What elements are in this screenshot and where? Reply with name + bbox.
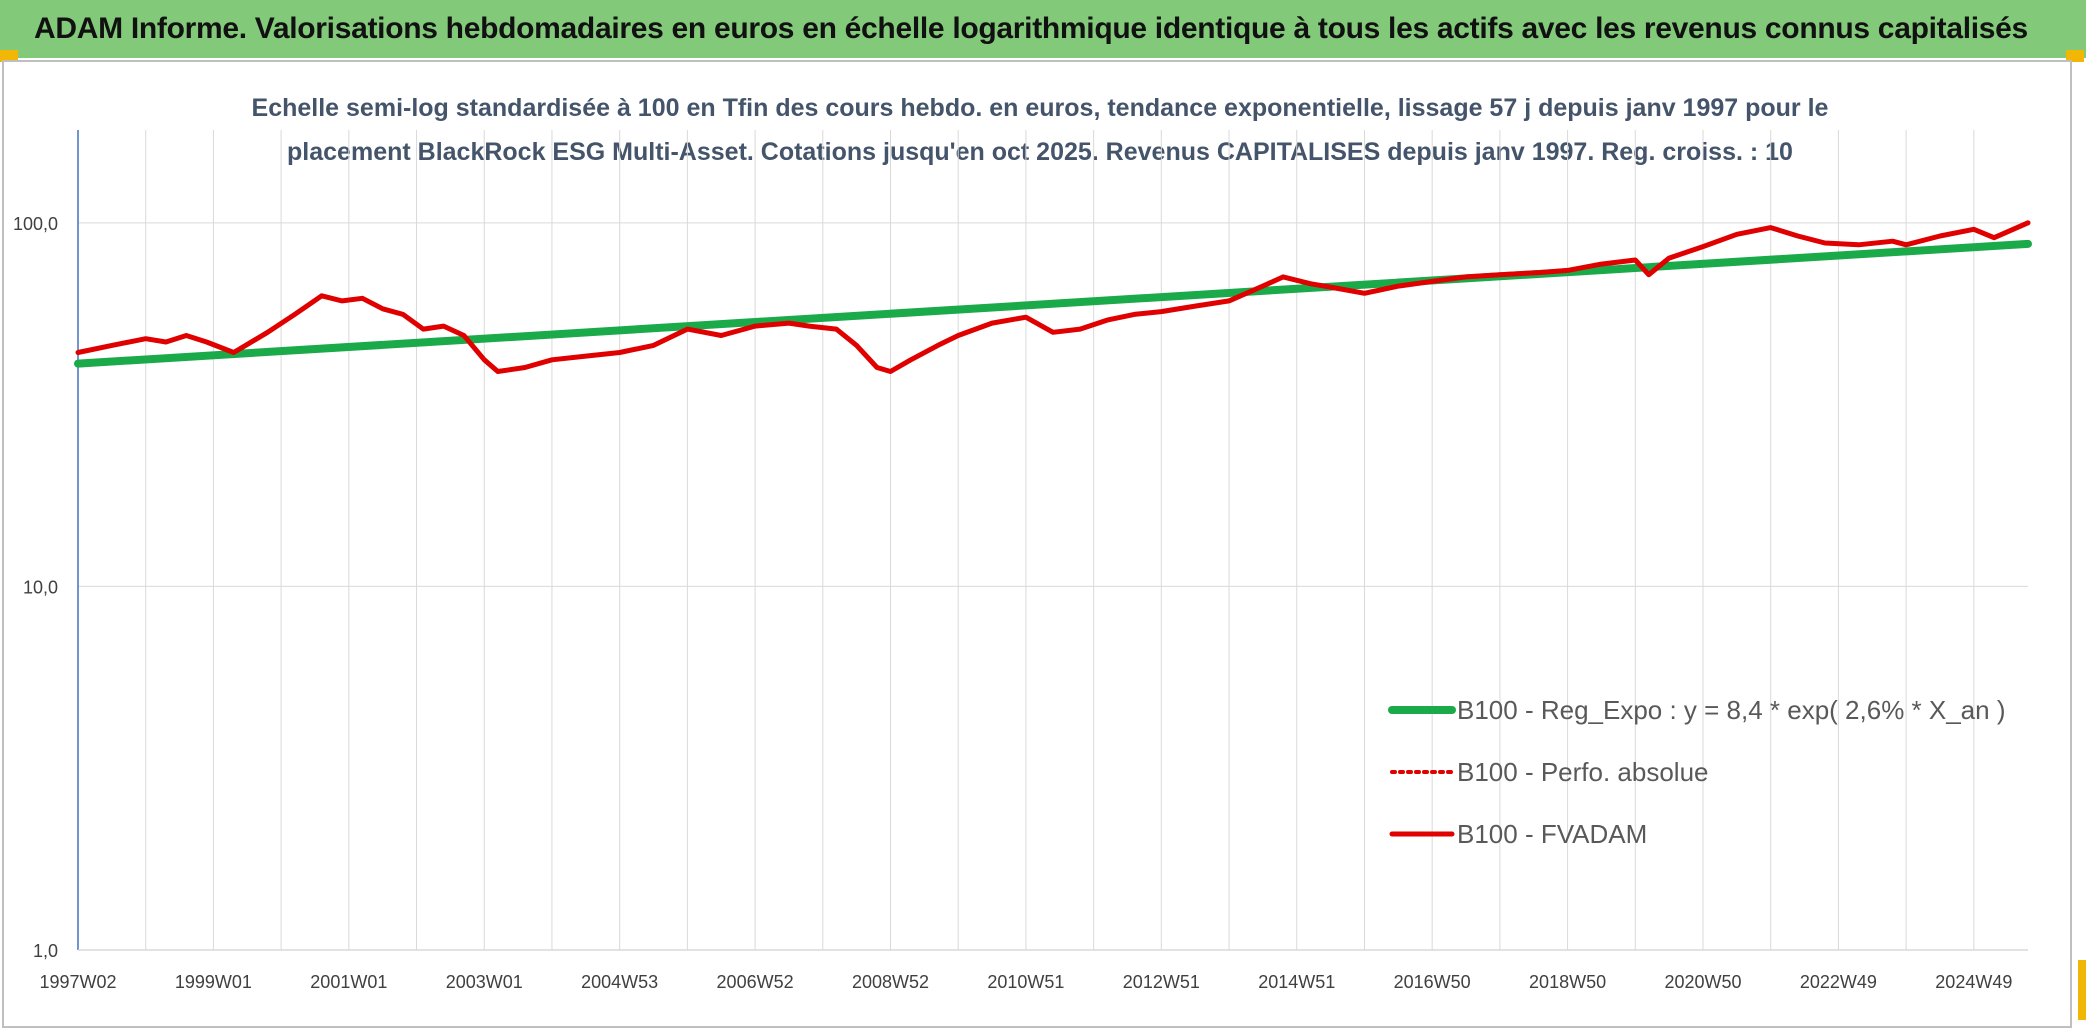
x-tick-label: 2020W50 (1664, 972, 1741, 992)
axes (77, 130, 2028, 951)
corner-marker-left (0, 50, 18, 62)
corner-marker-bottom-right (2078, 960, 2086, 1020)
grid (77, 130, 2028, 951)
x-tick-label: 2001W01 (310, 972, 387, 992)
x-tick-label: 2008W52 (852, 972, 929, 992)
series-line-1 (74, 239, 2032, 368)
x-tick-label: 2006W52 (717, 972, 794, 992)
y-tick-label: 100,0 (13, 214, 58, 234)
legend-entry-1: B100 - Reg_Expo : y = 8,4 * exp( 2,6% * … (1457, 695, 2006, 725)
x-tick-label: 2014W51 (1258, 972, 1335, 992)
x-tick-label: 1999W01 (175, 972, 252, 992)
series-line-3 (75, 220, 2031, 374)
x-tick-label: 2018W50 (1529, 972, 1606, 992)
legend-entry-3: B100 - FVADAM (1457, 819, 1647, 849)
x-tick-label: 2024W49 (1935, 972, 2012, 992)
x-tick-label: 2010W51 (987, 972, 1064, 992)
legend: B100 - Reg_Expo : y = 8,4 * exp( 2,6% * … (1388, 695, 2006, 849)
chart-frame (2, 60, 2072, 1028)
chart-title-line-1: Echelle semi-log standardisée à 100 en T… (251, 94, 1829, 122)
chart-title-line-2: placement BlackRock ESG Multi-Asset. Cot… (287, 138, 1793, 166)
legend-entry-2: B100 - Perfo. absolue (1457, 757, 1709, 787)
x-tick-label: 2016W50 (1394, 972, 1471, 992)
tick-labels: 1,0 10,0 100,0 1997W02 1999W01 2001W01 2003W01… (13, 214, 2012, 992)
x-tick-label: 1997W02 (39, 972, 116, 992)
x-tick-label: 2022W49 (1800, 972, 1877, 992)
series-layer (74, 220, 2032, 374)
report-title: ADAM Informe. Valorisations hebdomadaire… (34, 12, 2028, 45)
corner-marker-right (2066, 50, 2084, 62)
x-tick-label: 2012W51 (1123, 972, 1200, 992)
y-tick-label: 1,0 (33, 941, 58, 961)
x-tick-label: 2004W53 (581, 972, 658, 992)
y-tick-label: 10,0 (23, 577, 58, 597)
report-banner: ADAM Informe. Valorisations hebdomadaire… (0, 0, 2086, 58)
chart-title: Echelle semi-log standardisée à 100 en T… (240, 86, 1840, 174)
x-tick-label: 2003W01 (446, 972, 523, 992)
